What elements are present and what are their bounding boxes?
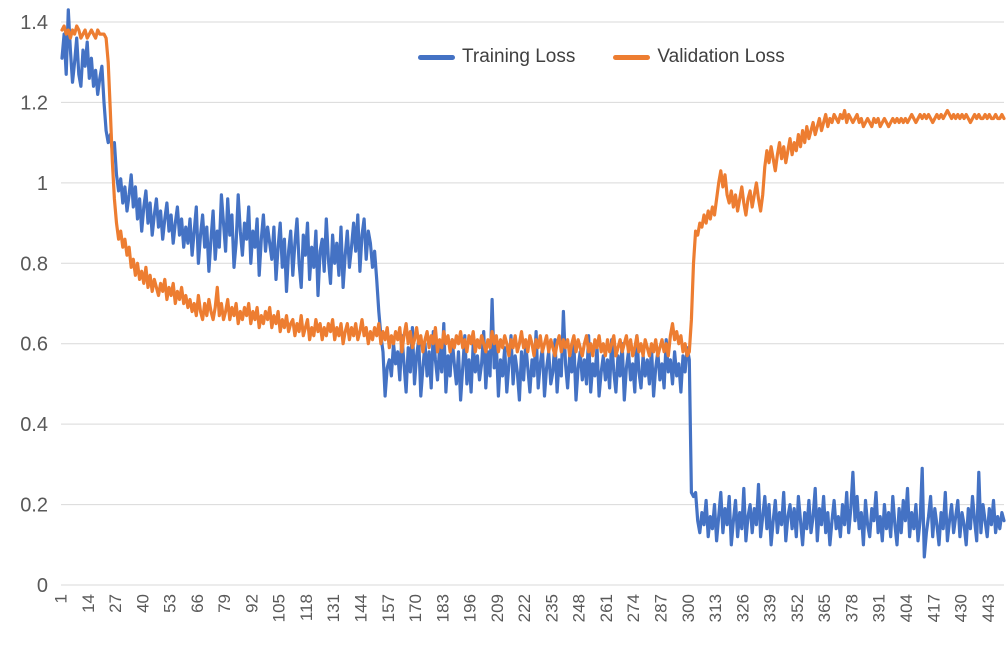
y-axis-tick-label: 0.4: [20, 414, 48, 436]
x-axis-tick-label: 131: [324, 594, 343, 622]
y-axis-tick-label: 0.8: [20, 253, 48, 275]
x-axis-tick-label: 105: [270, 594, 289, 622]
training-loss-line: [60, 8, 1006, 559]
training-loss-line-swatch: [418, 54, 455, 60]
x-axis-tick-label: 443: [979, 594, 998, 622]
x-axis-tick-label: 144: [351, 594, 370, 622]
x-axis-tick-label: 1: [51, 594, 70, 603]
x-axis-tick-label: 170: [406, 594, 425, 622]
x-axis-tick-label: 40: [133, 594, 152, 613]
x-axis-tick-label: 79: [215, 594, 234, 613]
x-axis-tick-label: 378: [842, 594, 861, 622]
x-axis-tick-label: 404: [897, 594, 916, 622]
y-axis-tick-label: 1: [37, 173, 48, 195]
validation-loss-line: [60, 24, 1006, 358]
x-axis-tick-label: 118: [297, 594, 316, 621]
legend-label-training: Training Loss: [462, 46, 576, 67]
x-axis-tick-label: 27: [106, 594, 125, 613]
x-axis-tick-label: 313: [706, 594, 725, 622]
legend-item-validation: Validation Loss: [613, 46, 785, 68]
x-axis-tick-label: 274: [624, 594, 643, 622]
x-axis-tick-label: 287: [652, 594, 671, 622]
x-axis-tick-label: 430: [952, 594, 971, 622]
y-axis-tick-label: 0: [37, 575, 48, 597]
x-axis-tick-label: 352: [788, 594, 807, 622]
x-axis-tick-label: 365: [815, 594, 834, 622]
x-axis-tick-label: 14: [79, 594, 98, 613]
validation-loss-line-swatch: [613, 54, 651, 60]
x-axis-tick-label: 235: [542, 594, 561, 622]
legend-label-validation: Validation Loss: [657, 46, 785, 67]
legend-item-training: Training Loss: [418, 46, 575, 68]
x-axis-tick-label: 66: [188, 594, 207, 613]
x-axis-tick-label: 92: [242, 594, 261, 613]
x-axis-tick-label: 157: [379, 594, 398, 622]
x-axis-tick-label: 222: [515, 594, 534, 622]
chart-legend: Training Loss Validation Loss: [418, 46, 785, 68]
x-axis-tick-label: 326: [733, 594, 752, 622]
x-axis-tick-label: 209: [488, 594, 507, 622]
x-axis-tick-label: 339: [761, 594, 780, 622]
x-axis-tick-label: 183: [433, 594, 452, 622]
x-axis-tick-label: 261: [597, 594, 616, 622]
y-axis-tick-label: 0.6: [20, 334, 48, 356]
y-axis-tick-label: 1.4: [20, 12, 48, 34]
y-axis-tick-label: 0.2: [20, 495, 48, 517]
x-axis-tick-label: 391: [870, 594, 889, 622]
x-axis-tick-label: 248: [570, 594, 589, 622]
x-axis-tick-label: 300: [679, 594, 698, 622]
x-axis-tick-label: 53: [161, 594, 180, 613]
x-axis-tick-label: 196: [461, 594, 480, 622]
x-axis-tick-label: 417: [924, 594, 943, 622]
y-axis-tick-label: 1.2: [20, 92, 48, 114]
